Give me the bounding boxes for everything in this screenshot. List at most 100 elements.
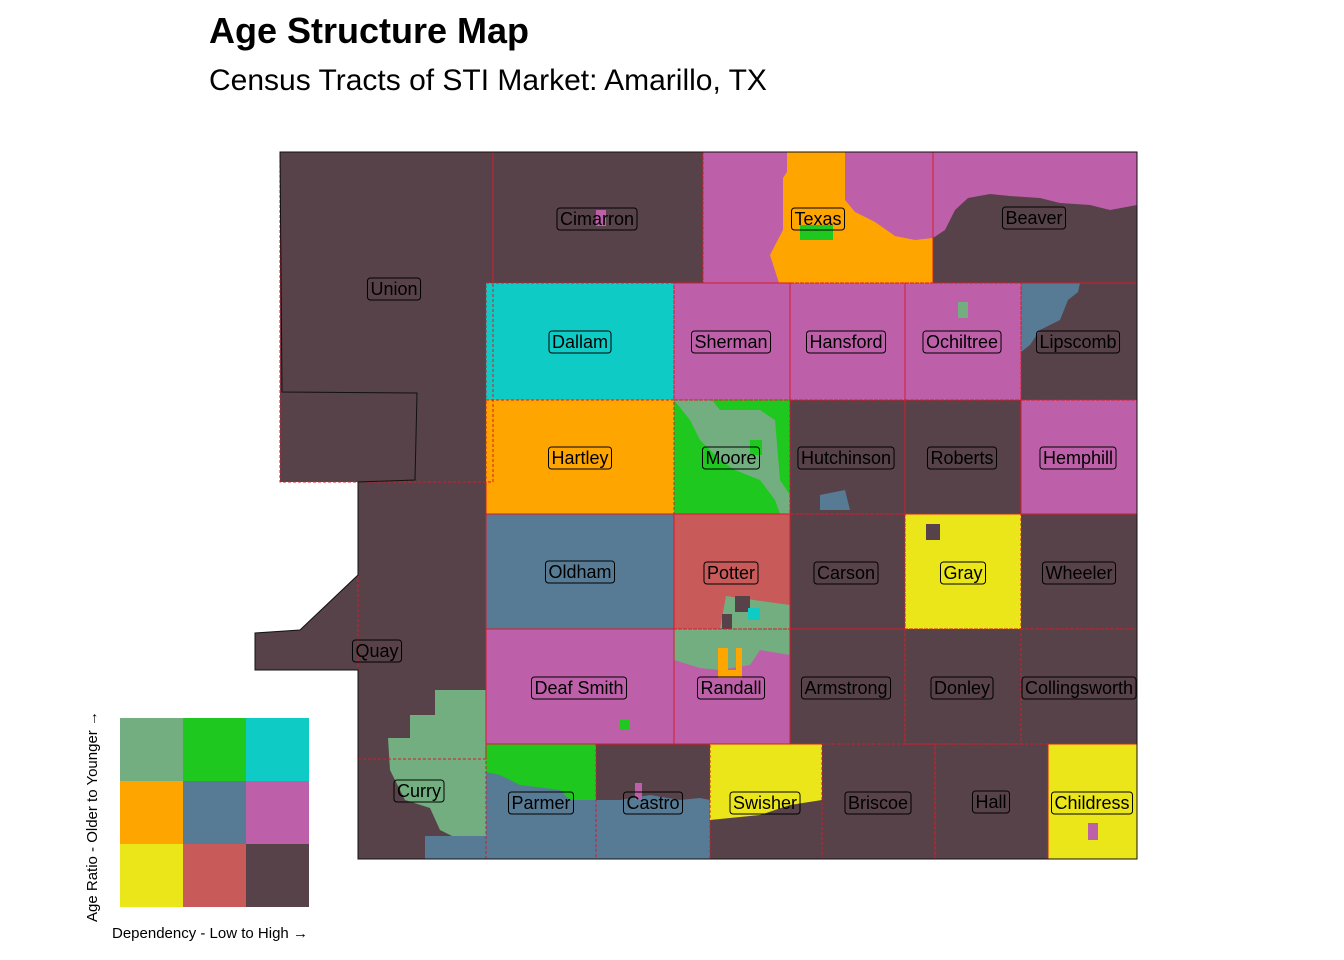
county-name: Gray — [943, 563, 982, 583]
county-label-box — [1050, 791, 1134, 815]
county-label-gray: Gray — [939, 561, 987, 585]
tract-patch — [703, 152, 787, 283]
county-label-box — [805, 330, 887, 354]
county-label-parmer: Parmer — [507, 791, 575, 815]
county-label-box — [729, 791, 801, 815]
county-name: Parmer — [511, 793, 570, 813]
county-border — [673, 513, 791, 630]
county-name: Cimarron — [560, 209, 634, 229]
tract-patch — [1088, 823, 1098, 840]
county-label-union: Union — [366, 277, 422, 301]
tract-patch — [718, 648, 742, 678]
county-label-hemphill: Hemphill — [1039, 446, 1117, 470]
tract-patch — [710, 800, 822, 859]
county-label-box — [696, 676, 766, 700]
legend-cell-older-low — [120, 844, 183, 907]
legend-y-axis-label: Age Ratio - Older to Younger → — [84, 711, 101, 922]
tract-patch — [1021, 283, 1080, 352]
county-label-collingsworth: Collingsworth — [1021, 676, 1137, 700]
legend-cell-older-mid — [183, 844, 246, 907]
county-label-hall: Hall — [971, 790, 1011, 814]
county-label-quay: Quay — [351, 639, 403, 663]
county-name: Texas — [794, 209, 841, 229]
county-label-box — [544, 560, 616, 584]
legend-cell-mid-low — [120, 781, 183, 844]
tract-patch — [596, 210, 606, 226]
county-label-box — [393, 779, 445, 803]
county-name: Ochiltree — [926, 332, 998, 352]
legend-cell-younger-low — [120, 718, 183, 781]
county-label-box — [930, 676, 994, 700]
county-label-box — [926, 446, 998, 470]
county-name: Potter — [707, 563, 755, 583]
county-label-potter: Potter — [703, 561, 759, 585]
county-label-wheeler: Wheeler — [1041, 561, 1117, 585]
tract-patch — [958, 302, 968, 318]
county-gray-area — [905, 514, 1021, 629]
county-oldham-area — [486, 514, 674, 629]
county-label-ochiltree: Ochiltree — [922, 330, 1002, 354]
county-name: Moore — [705, 448, 756, 468]
county-border — [485, 628, 675, 745]
tract-patch — [620, 720, 630, 730]
county-label-donley: Donley — [930, 676, 994, 700]
county-label-hansford: Hansford — [805, 330, 887, 354]
county-label-box — [971, 790, 1011, 814]
map-title: Age Structure Map — [209, 10, 530, 51]
tract-patch — [845, 152, 933, 240]
county-label-hutchinson: Hutchinson — [797, 446, 895, 470]
county-border — [1020, 628, 1138, 745]
county-label-swisher: Swisher — [729, 791, 801, 815]
county-label-box — [548, 330, 612, 354]
county-name: Oldham — [548, 562, 611, 582]
county-label-box — [1021, 676, 1137, 700]
county-label-childress: Childress — [1050, 791, 1134, 815]
county-name: Randall — [700, 678, 761, 698]
county-label-roberts: Roberts — [926, 446, 998, 470]
county-label-moore: Moore — [701, 446, 761, 470]
tract-patch — [820, 490, 850, 510]
tract-patch — [388, 690, 486, 840]
county-name: Curry — [397, 781, 441, 801]
market-outline — [254, 151, 1138, 860]
county-border — [789, 282, 906, 401]
tract-patch — [800, 225, 833, 240]
county-name: Beaver — [1005, 208, 1062, 228]
county-label-box — [1001, 206, 1067, 230]
county-carson-area — [790, 514, 905, 629]
county-donley-area — [905, 629, 1021, 744]
legend-cell-younger-high — [246, 718, 309, 781]
county-briscoe-area — [822, 744, 935, 859]
county-name: Dallam — [552, 332, 608, 352]
legend-cell-mid-high — [246, 781, 309, 844]
county-label-box — [622, 791, 684, 815]
county-label-box — [844, 791, 912, 815]
county-border — [485, 513, 675, 630]
county-border — [1020, 513, 1138, 630]
tract-patch — [486, 744, 596, 800]
county-name: Castro — [626, 793, 679, 813]
county-label-texas: Texas — [790, 207, 846, 231]
county-label-box — [922, 330, 1002, 354]
county-border — [673, 628, 791, 745]
county-label-lipscomb: Lipscomb — [1035, 330, 1121, 354]
county-label-box — [813, 561, 879, 585]
county-name: Deaf Smith — [534, 678, 623, 698]
tract-patch — [674, 400, 790, 514]
county-border — [821, 743, 936, 860]
county-label-curry: Curry — [393, 779, 445, 803]
county-roberts-area — [905, 400, 1021, 514]
tract-patch — [748, 608, 760, 620]
county-label-briscoe: Briscoe — [844, 791, 912, 815]
tract-patch — [674, 629, 790, 670]
county-label-armstrong: Armstrong — [800, 676, 892, 700]
county-label-castro: Castro — [622, 791, 684, 815]
county-label-box — [556, 207, 638, 231]
county-label-box — [701, 446, 761, 470]
legend-cell-younger-mid — [183, 718, 246, 781]
county-label-box — [351, 639, 403, 663]
county-label-box — [530, 676, 628, 700]
legend-cell-mid-mid — [183, 781, 246, 844]
county-label-box — [800, 676, 892, 700]
county-name: Childress — [1054, 793, 1129, 813]
